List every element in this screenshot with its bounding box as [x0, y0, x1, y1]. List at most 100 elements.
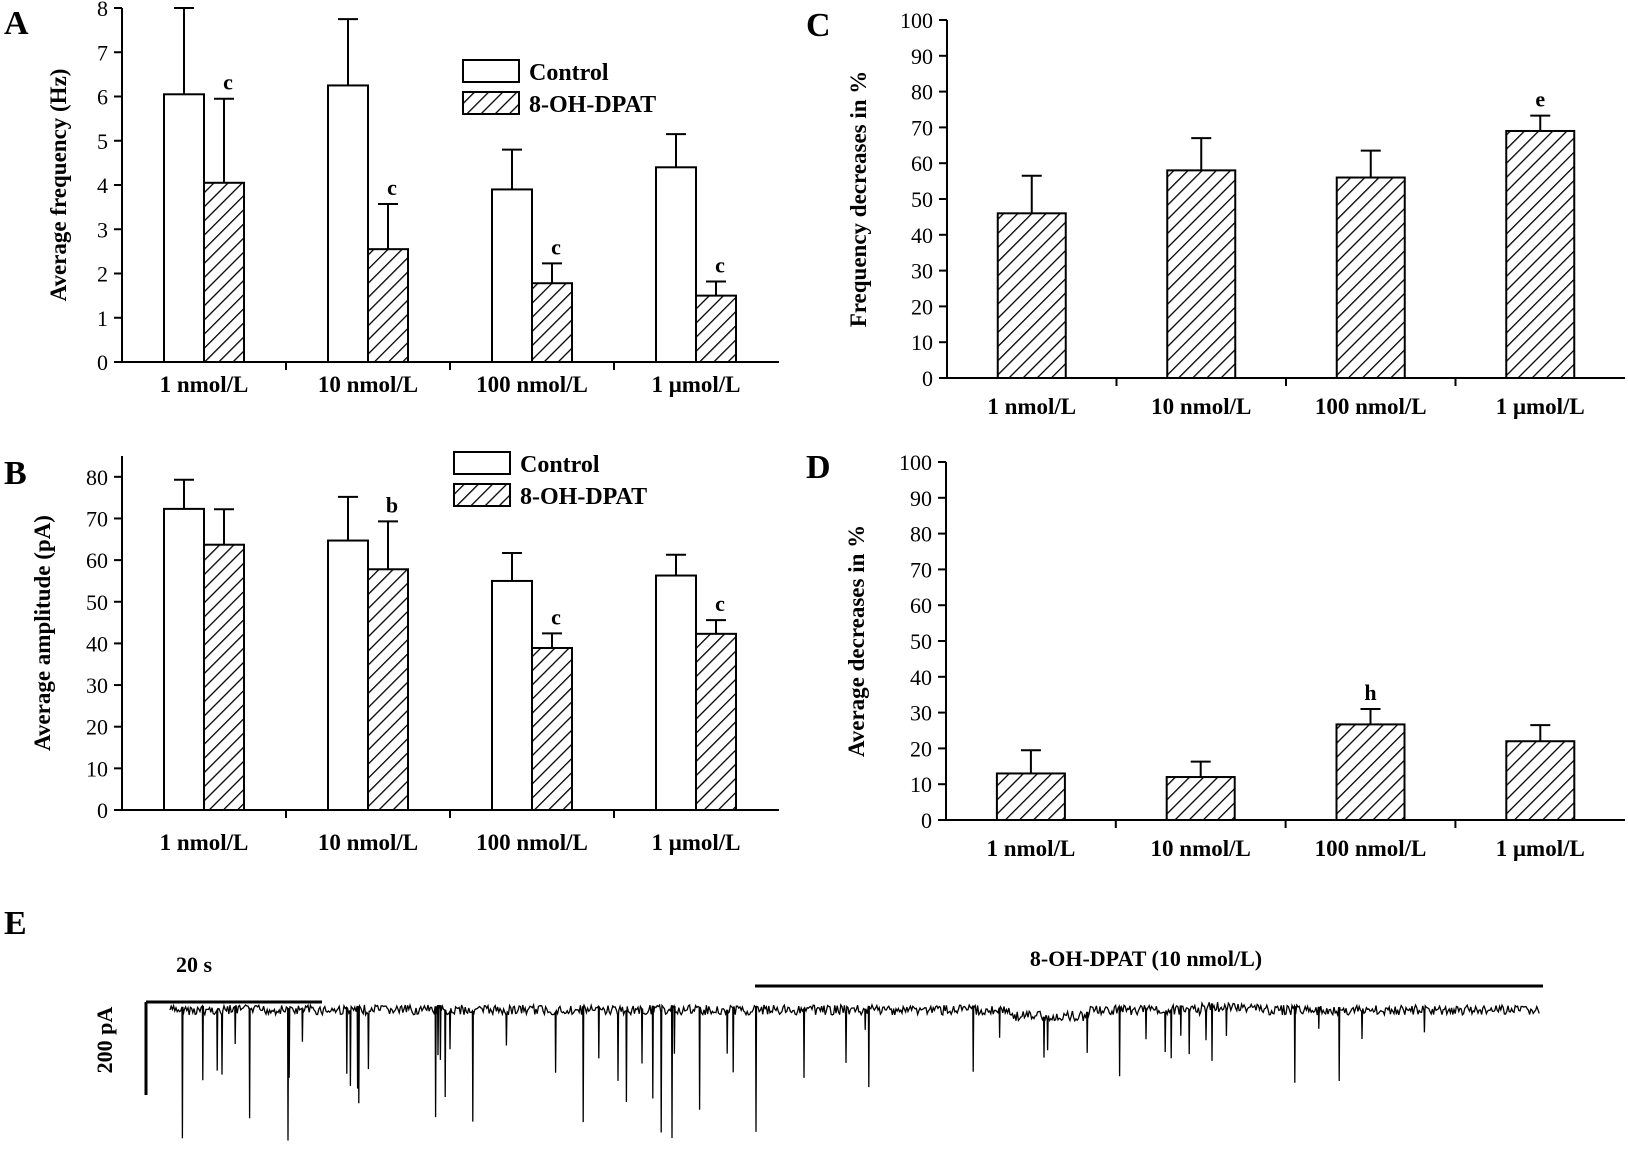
- category-label-d-1: 10 nmol/L: [1151, 836, 1251, 861]
- panel-c: C 1 nmol/L 10 nmol/L 100 nmol/L e 1 μmol/L 0 10…: [806, 7, 1625, 419]
- significance-label-a-0: c: [223, 70, 233, 95]
- legend-swatch-b-0: [453, 451, 511, 475]
- y-tick-label-c-2: 20: [911, 294, 933, 319]
- y-tick-label-b-2: 20: [86, 715, 108, 740]
- category-label-b-0: 1 nmol/L: [160, 830, 249, 855]
- bar-a-1-3: [695, 294, 737, 363]
- y-tick-label-c-4: 40: [911, 223, 933, 248]
- bar-c-0-1: [1166, 169, 1237, 379]
- bar-a-1-0: [203, 181, 245, 363]
- y-tick-label-d-7: 70: [910, 557, 932, 582]
- bar-d-0-2: [1335, 723, 1406, 821]
- bar-b-1-1: [367, 568, 409, 812]
- legend-label-b-1: 8-OH-DPAT: [520, 484, 647, 510]
- category-label-d-2: 100 nmol/L: [1315, 836, 1427, 861]
- y-tick-label-d-1: 10: [910, 772, 932, 797]
- category-label-b-2: 100 nmol/L: [476, 830, 588, 855]
- y-tick-label-c-5: 50: [911, 187, 933, 212]
- bar-b-0-0: [163, 507, 205, 811]
- y-tick-label-d-9: 90: [910, 486, 932, 511]
- y-tick-label-d-5: 50: [910, 629, 932, 654]
- panel-letter-d: D: [806, 449, 831, 486]
- y-tick-label-d-3: 30: [910, 701, 932, 726]
- y-tick-label-b-6: 60: [86, 548, 108, 573]
- bar-d-0-0: [995, 772, 1066, 822]
- legend-label-a-1: 8-OH-DPAT: [529, 92, 656, 118]
- y-axis-label-d: Average decreases in %: [844, 525, 869, 757]
- y-tick-label-b-3: 30: [86, 673, 108, 698]
- y-tick-label-c-9: 90: [911, 44, 933, 69]
- significance-label-b-2: c: [551, 604, 561, 629]
- bar-a-1-2: [531, 282, 573, 363]
- panel-letter-c: C: [806, 7, 831, 44]
- y-tick-label-c-6: 60: [911, 151, 933, 176]
- y-axis-label-a: Average frequency (Hz): [46, 69, 71, 302]
- significance-label-d-2: h: [1364, 680, 1376, 705]
- y-tick-label-d-4: 40: [910, 665, 932, 690]
- current-trace: [169, 1000, 1540, 1141]
- significance-label-b-1: b: [386, 492, 398, 517]
- y-tick-label-a-2: 2: [97, 262, 108, 287]
- bar-a-0-3: [655, 166, 697, 363]
- significance-label-a-2: c: [551, 234, 561, 259]
- bar-b-0-3: [655, 574, 697, 811]
- bar-b-0-1: [327, 539, 369, 811]
- category-label-a-2: 100 nmol/L: [476, 372, 588, 397]
- y-tick-label-b-7: 70: [86, 506, 108, 531]
- category-label-d-0: 1 nmol/L: [986, 836, 1075, 861]
- bar-c-0-3: [1505, 129, 1576, 379]
- panel-a: Ac 1 nmol/L c 10 nmol/L c 100 nmol/L c 1 μmol/L…: [4, 0, 779, 397]
- y-tick-label-c-3: 30: [911, 259, 933, 284]
- bar-b-1-0: [203, 543, 245, 812]
- category-label-c-0: 1 nmol/L: [987, 394, 1076, 419]
- category-label-d-3: 1 μmol/L: [1496, 836, 1585, 861]
- bar-b-1-3: [695, 632, 737, 811]
- legend-label-b-0: Control: [520, 452, 600, 478]
- time-scale-label: 20 s: [176, 952, 213, 977]
- bar-c-0-2: [1335, 176, 1406, 379]
- category-label-b-1: 10 nmol/L: [318, 830, 418, 855]
- y-tick-label-a-5: 5: [97, 129, 108, 154]
- category-label-a-1: 10 nmol/L: [318, 372, 418, 397]
- panel-d: D 1 nmol/L 10 nmol/L h 100 nmol/L 1 μmol/L 0 10…: [806, 449, 1625, 861]
- y-tick-label-b-1: 10: [86, 756, 108, 781]
- y-tick-label-c-10: 100: [900, 8, 933, 33]
- category-label-c-1: 10 nmol/L: [1151, 394, 1251, 419]
- significance-label-a-3: c: [715, 252, 725, 277]
- y-tick-label-c-0: 0: [922, 366, 933, 391]
- panel-letter-b: B: [4, 455, 27, 492]
- legend-label-a-0: Control: [529, 60, 609, 86]
- legend-swatch-a-1: [462, 91, 520, 115]
- category-label-c-2: 100 nmol/L: [1315, 394, 1427, 419]
- chart-panels: Ac 1 nmol/L c 10 nmol/L c 100 nmol/L c 1 μmol/L…: [4, 0, 1625, 861]
- y-tick-label-d-8: 80: [910, 522, 932, 547]
- y-axis-label-c: Frequency decreases in %: [846, 71, 871, 328]
- y-tick-label-c-1: 10: [911, 330, 933, 355]
- trace-panel: E 20 s 200 pA 8-OH-DPAT (10 nmol/L): [4, 905, 1543, 1141]
- y-tick-label-b-8: 80: [86, 465, 108, 490]
- bar-a-0-0: [163, 93, 205, 363]
- y-tick-label-a-1: 1: [97, 306, 108, 331]
- y-tick-label-d-6: 60: [910, 593, 932, 618]
- y-tick-label-b-4: 40: [86, 631, 108, 656]
- y-tick-label-b-5: 50: [86, 590, 108, 615]
- category-label-c-3: 1 μmol/L: [1496, 394, 1585, 419]
- panel-b: B 1 nmol/L b 10 nmol/L c 100 nmol/L c 1 μmol/L 0…: [4, 451, 779, 855]
- panel-letter-a: A: [4, 5, 29, 42]
- legend-swatch-b-1: [453, 483, 511, 507]
- significance-label-a-1: c: [387, 175, 397, 200]
- bar-d-0-1: [1165, 776, 1236, 821]
- category-label-a-3: 1 μmol/L: [651, 372, 740, 397]
- bar-b-1-2: [531, 646, 573, 811]
- y-tick-label-b-0: 0: [97, 798, 108, 823]
- significance-label-c-3: e: [1535, 87, 1545, 112]
- y-tick-label-d-0: 0: [921, 808, 932, 833]
- bar-b-0-2: [491, 579, 533, 811]
- y-tick-label-c-7: 70: [911, 115, 933, 140]
- y-tick-label-a-8: 8: [97, 0, 108, 21]
- amplitude-scale-label: 200 pA: [92, 1007, 117, 1074]
- bar-a-0-2: [491, 188, 533, 363]
- y-tick-label-d-2: 20: [910, 736, 932, 761]
- y-tick-label-a-4: 4: [97, 173, 108, 198]
